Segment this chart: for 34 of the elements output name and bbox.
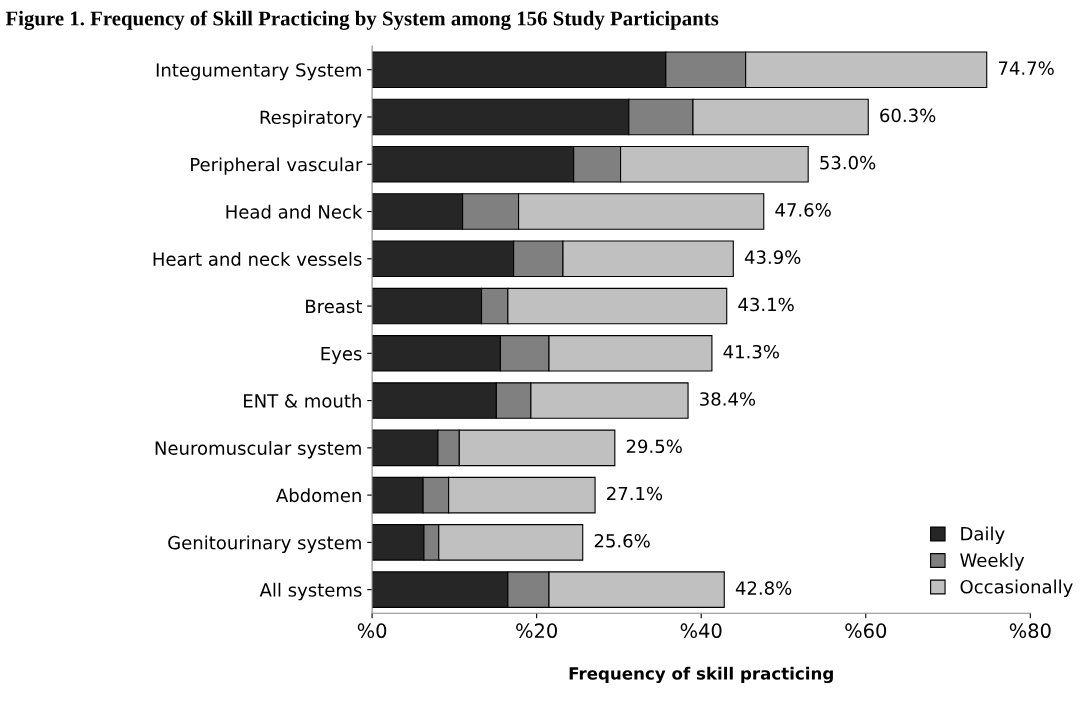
y-tick-label: Peripheral vascular	[191, 157, 363, 175]
y-tick-label: Genitourinary system	[168, 535, 361, 553]
x-tick-label: %20	[516, 623, 557, 639]
total-label: 47.6%	[775, 203, 831, 217]
chart-title: Figure 1. Frequency of Skill Practicing by System among 156 Study Participants	[5, 10, 719, 30]
total-label: 42.8%	[735, 581, 792, 595]
total-label: 41.3%	[723, 344, 779, 359]
x-tick-label: %40	[680, 623, 722, 639]
legend-label: Daily	[961, 526, 1005, 545]
total-label: 27.1%	[607, 486, 663, 501]
y-tick-label: Heart and neck vessels	[153, 251, 362, 266]
y-tick-label: Eyes	[321, 347, 362, 364]
legend-label: Weekly	[960, 553, 1025, 571]
y-tick-label: ENT & mouth	[244, 393, 361, 408]
total-label: 74.7%	[998, 61, 1054, 75]
total-label: 43.9%	[744, 250, 801, 265]
y-tick-label: All systems	[259, 582, 362, 601]
y-tick-label: Neuromuscular system	[155, 440, 361, 459]
total-label: 60.3%	[880, 108, 936, 123]
y-tick-label: Breast	[306, 299, 362, 314]
x-tick-label: %60	[845, 623, 887, 639]
total-label: 43.1%	[738, 297, 794, 312]
x-tick-label: %0	[357, 623, 387, 639]
x-axis-title: Frequency of skill practicing	[569, 666, 833, 684]
total-label: 38.4%	[700, 392, 756, 406]
x-tick-label: %80	[1009, 623, 1051, 639]
y-tick-label: Abdomen	[276, 488, 361, 503]
total-label: 53.0%	[820, 155, 876, 170]
y-tick-label: Head and Neck	[226, 204, 363, 219]
legend-label: Occasionally	[960, 579, 1073, 598]
total-label: 29.5%	[626, 439, 682, 454]
y-tick-label: Integumentary System	[156, 63, 361, 81]
y-tick-label: Respiratory	[260, 110, 362, 128]
total-label: 25.6%	[594, 533, 650, 548]
